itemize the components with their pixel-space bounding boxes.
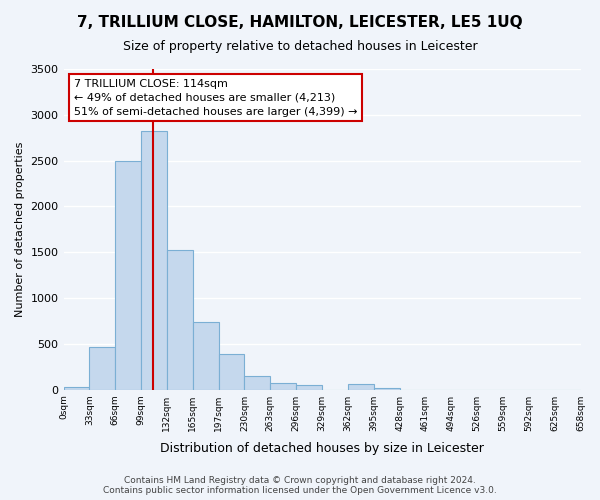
Text: Size of property relative to detached houses in Leicester: Size of property relative to detached ho… — [122, 40, 478, 53]
Bar — [89, 346, 115, 390]
Bar — [374, 388, 400, 390]
Bar — [141, 132, 167, 390]
Text: 7, TRILLIUM CLOSE, HAMILTON, LEICESTER, LE5 1UQ: 7, TRILLIUM CLOSE, HAMILTON, LEICESTER, … — [77, 15, 523, 30]
Bar — [296, 385, 322, 390]
Bar — [271, 383, 296, 390]
Text: 7 TRILLIUM CLOSE: 114sqm
← 49% of detached houses are smaller (4,213)
51% of sem: 7 TRILLIUM CLOSE: 114sqm ← 49% of detach… — [74, 78, 358, 116]
Bar — [64, 387, 89, 390]
Bar — [193, 322, 218, 390]
Text: Contains HM Land Registry data © Crown copyright and database right 2024.
Contai: Contains HM Land Registry data © Crown c… — [103, 476, 497, 495]
Y-axis label: Number of detached properties: Number of detached properties — [15, 142, 25, 317]
Bar — [244, 376, 271, 390]
Bar — [218, 354, 244, 390]
Bar — [115, 160, 141, 390]
Bar — [167, 250, 193, 390]
Bar — [348, 384, 374, 390]
X-axis label: Distribution of detached houses by size in Leicester: Distribution of detached houses by size … — [160, 442, 484, 455]
